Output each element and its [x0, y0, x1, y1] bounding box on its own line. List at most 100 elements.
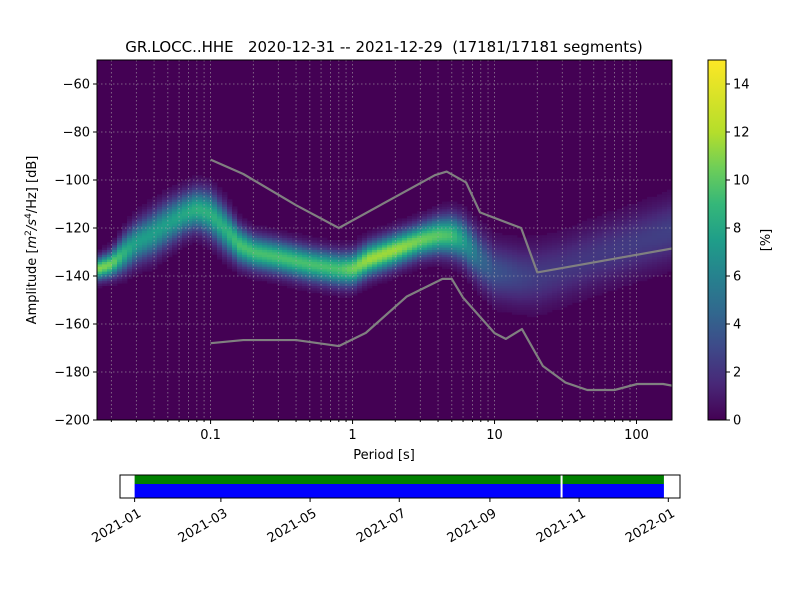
heatmap-cell	[342, 285, 348, 289]
heatmap-cell	[607, 271, 613, 274]
heatmap-cell	[512, 290, 518, 294]
heatmap-cell	[352, 264, 358, 267]
heatmap-cell	[297, 268, 303, 272]
heatmap-cell	[612, 242, 618, 246]
heatmap-cell	[172, 249, 178, 253]
heatmap-cell	[397, 244, 403, 248]
heatmap-cell	[227, 201, 233, 205]
heatmap-cell	[272, 266, 278, 270]
heatmap-cell	[352, 278, 358, 282]
heatmap-cell	[582, 283, 588, 286]
heatmap-cell	[132, 261, 138, 265]
heatmap-cell	[182, 220, 188, 224]
heatmap-cell	[432, 220, 438, 224]
heatmap-cell	[572, 297, 578, 301]
heatmap-cell	[167, 196, 173, 200]
heatmap-cell	[337, 247, 343, 250]
heatmap-cell	[322, 252, 328, 255]
heatmap-cell	[537, 288, 543, 291]
heatmap-cell	[152, 237, 158, 241]
heatmap-cell	[217, 249, 223, 253]
heatmap-cell	[207, 192, 213, 195]
heatmap-cell	[402, 247, 408, 250]
heatmap-cell	[182, 184, 188, 188]
heatmap-cell	[542, 276, 548, 279]
heatmap-cell	[192, 240, 198, 243]
heatmap-cell	[357, 278, 363, 282]
heatmap-cell	[162, 225, 168, 229]
heatmap-cell	[182, 225, 188, 229]
heatmap-cell	[657, 220, 663, 224]
heatmap-cell	[137, 218, 143, 222]
heatmap-cell	[362, 235, 368, 238]
heatmap-cell	[387, 256, 393, 260]
heatmap-cell	[197, 192, 203, 195]
heatmap-cell	[497, 256, 503, 260]
heatmap-cell	[412, 266, 418, 270]
heatmap-cell	[277, 259, 283, 262]
heatmap-cell	[487, 252, 493, 255]
heatmap-cell	[357, 283, 363, 286]
heatmap-cell	[617, 247, 623, 250]
heatmap-cell	[592, 259, 598, 262]
heatmap-cell	[587, 244, 593, 248]
heatmap-cell	[352, 266, 358, 270]
heatmap-cell	[582, 266, 588, 270]
heatmap-cell	[342, 264, 348, 267]
heatmap-cell	[447, 249, 453, 253]
heatmap-cell	[447, 235, 453, 238]
heatmap-cell	[457, 206, 463, 210]
heatmap-cell	[217, 208, 223, 212]
heatmap-cell	[567, 283, 573, 286]
heatmap-cell	[537, 297, 543, 301]
heatmap-cell	[612, 249, 618, 253]
heatmap-cell	[387, 273, 393, 277]
heatmap-cell	[662, 216, 668, 219]
heatmap-cell	[147, 240, 153, 243]
heatmap-cell	[387, 230, 393, 234]
heatmap-cell	[342, 280, 348, 284]
heatmap-cell	[547, 235, 553, 238]
heatmap-cell	[112, 280, 118, 284]
heatmap-cell	[512, 280, 518, 284]
heatmap-cell	[312, 271, 318, 274]
heatmap-cell	[367, 259, 373, 262]
heatmap-cell	[557, 280, 563, 284]
heatmap-cell	[287, 271, 293, 274]
heatmap-cell	[352, 268, 358, 272]
heatmap-cell	[617, 276, 623, 279]
heatmap-cell	[622, 240, 628, 243]
heatmap-cell	[357, 235, 363, 238]
heatmap-cell	[172, 223, 178, 226]
heatmap-cell	[432, 211, 438, 214]
heatmap-cell	[192, 206, 198, 210]
heatmap-cell	[167, 192, 173, 195]
heatmap-cell	[392, 276, 398, 279]
heatmap-cell	[567, 259, 573, 262]
x-tick-label: 100	[624, 428, 649, 443]
heatmap-cell	[132, 211, 138, 214]
heatmap-cell	[637, 264, 643, 267]
heatmap-cell	[152, 208, 158, 212]
heatmap-cell	[117, 264, 123, 267]
heatmap-cell	[502, 271, 508, 274]
heatmap-cell	[197, 201, 203, 205]
heatmap-cell	[597, 230, 603, 234]
heatmap-cell	[427, 211, 433, 214]
heatmap-cell	[272, 264, 278, 267]
heatmap-cell	[652, 230, 658, 234]
heatmap-cell	[602, 285, 608, 289]
heatmap-cell	[577, 249, 583, 253]
heatmap-cell	[462, 237, 468, 241]
heatmap-cell	[527, 300, 533, 303]
heatmap-cell	[182, 228, 188, 231]
heatmap-cell	[407, 244, 413, 248]
heatmap-cell	[412, 259, 418, 262]
heatmap-cell	[267, 280, 273, 284]
heatmap-cell	[387, 228, 393, 231]
heatmap-cell	[467, 266, 473, 270]
heatmap-cell	[422, 211, 428, 214]
heatmap-cell	[472, 237, 478, 241]
heatmap-cell	[442, 247, 448, 250]
heatmap-cell	[432, 256, 438, 260]
